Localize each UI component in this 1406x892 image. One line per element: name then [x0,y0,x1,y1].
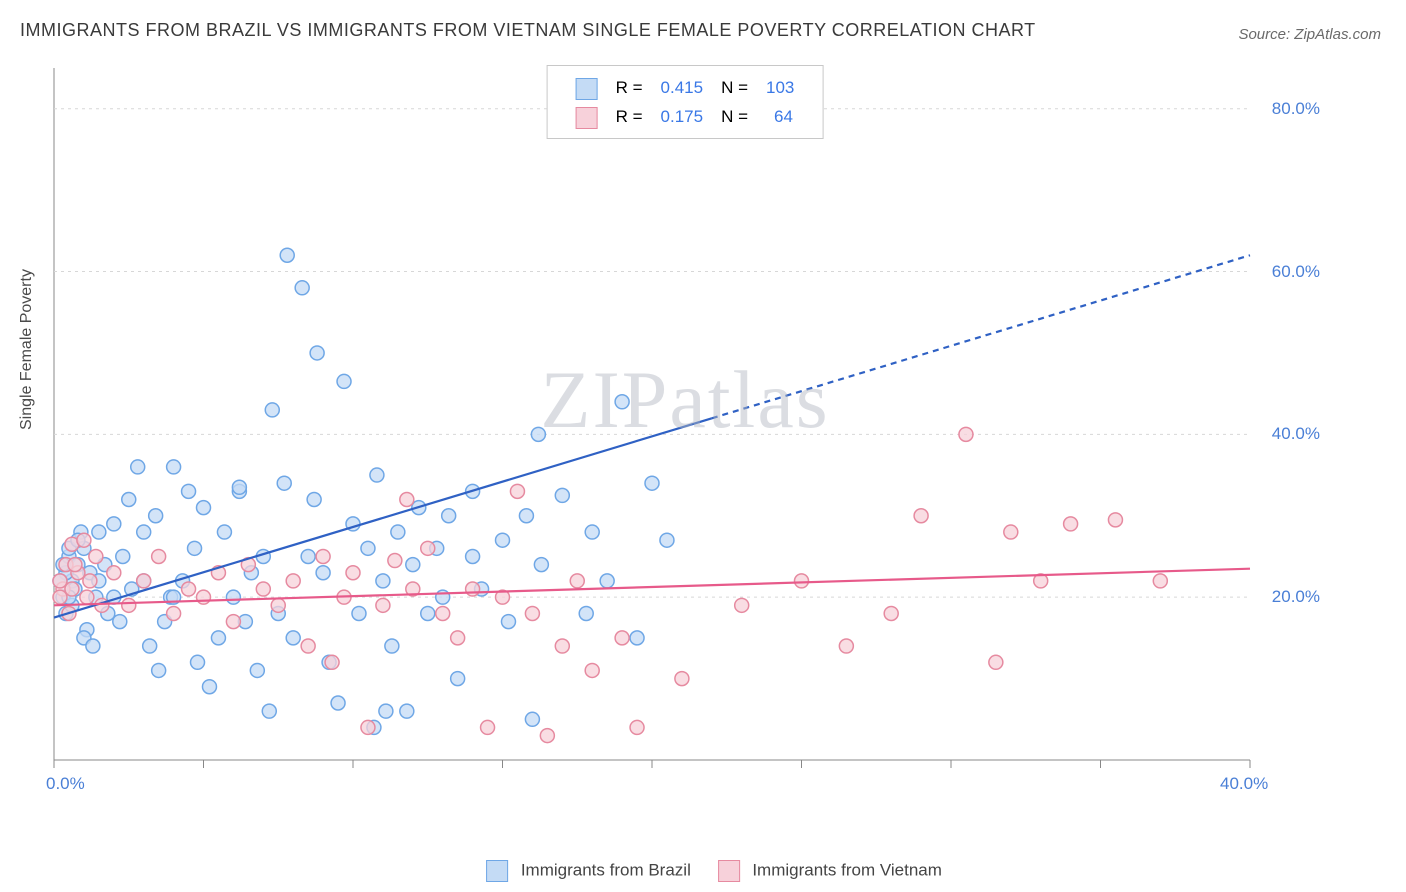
n-value-vietnam: 64 [758,103,802,130]
source-attribution: Source: ZipAtlas.com [1238,26,1381,43]
n-value-brazil: 103 [758,74,802,101]
x-tick-label: 0.0% [46,774,85,794]
r-label: R = [608,103,651,130]
y-tick-label: 60.0% [1272,262,1320,282]
correlation-legend: R = 0.415 N = 103 R = 0.175 N = 64 [547,65,824,139]
r-label: R = [608,74,651,101]
y-tick-label: 40.0% [1272,424,1320,444]
swatch-vietnam-icon [576,107,598,129]
r-value-vietnam: 0.175 [653,103,712,130]
legend-row-vietnam: R = 0.175 N = 64 [568,103,803,130]
legend-label-vietnam: Immigrants from Vietnam [752,860,942,879]
legend-label-brazil: Immigrants from Brazil [521,860,691,879]
y-tick-label: 80.0% [1272,99,1320,119]
y-axis-label: Single Female Poverty [18,269,36,430]
n-label: N = [713,103,756,130]
chart-title: IMMIGRANTS FROM BRAZIL VS IMMIGRANTS FRO… [20,20,1036,41]
y-tick-label: 20.0% [1272,587,1320,607]
swatch-brazil-icon [486,860,508,882]
swatch-brazil-icon [576,78,598,100]
chart-container: IMMIGRANTS FROM BRAZIL VS IMMIGRANTS FRO… [0,0,1406,892]
legend-row-brazil: R = 0.415 N = 103 [568,74,803,101]
series-legend: Immigrants from Brazil Immigrants from V… [464,860,942,882]
swatch-vietnam-icon [718,860,740,882]
scatter-plot-svg [50,60,1320,800]
chart-plot-area: ZIPatlas R = 0.415 N = 103 R = 0.175 N =… [50,60,1320,800]
x-tick-label: 40.0% [1220,774,1268,794]
n-label: N = [713,74,756,101]
r-value-brazil: 0.415 [653,74,712,101]
